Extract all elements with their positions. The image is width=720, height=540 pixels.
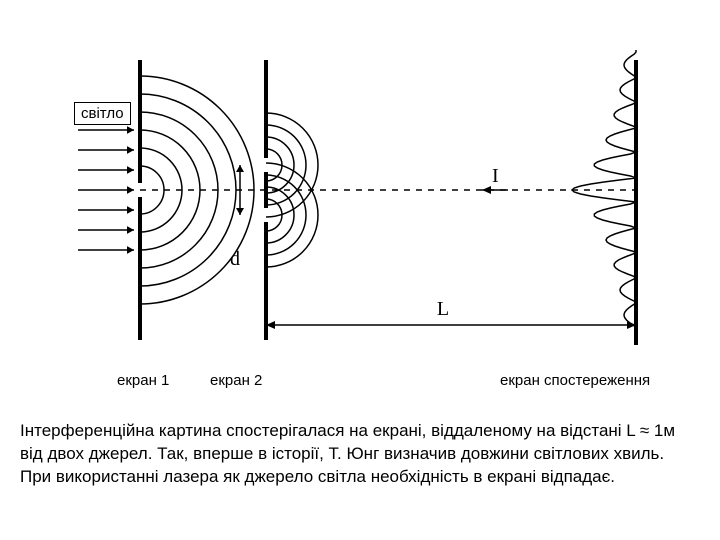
page: d L I світло екран 1 екран 2 екран спостер… [0,0,720,540]
label-screen1: екран 1 [117,372,169,389]
svg-text:L: L [437,298,449,320]
label-viewing-screen: екран спостереження [500,372,650,389]
svg-text:I: I [492,165,499,187]
interference-diagram: d L I [0,0,720,400]
caption-text: Інтерференційна картина спостерігалася н… [20,420,700,489]
svg-text:d: d [230,248,240,270]
label-screen2: екран 2 [210,372,262,389]
label-light: світло [74,102,131,125]
